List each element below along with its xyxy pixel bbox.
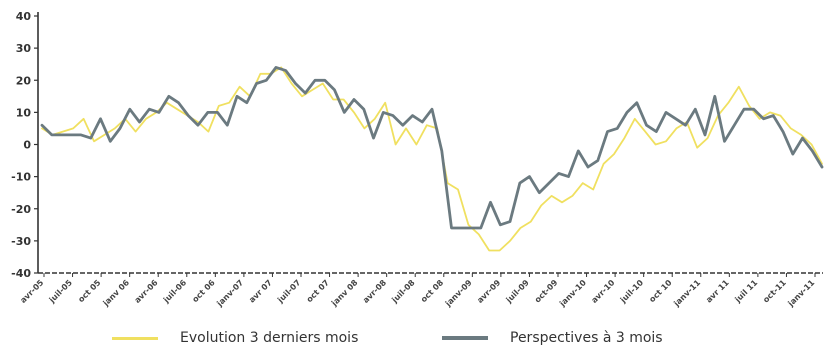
legend-swatch-evolution: [112, 336, 158, 340]
x-tick-label: juil-05: [47, 278, 74, 305]
legend-swatch-perspectives: [442, 336, 488, 340]
y-tick-label: 40: [16, 10, 32, 23]
y-tick-label: -20: [11, 203, 31, 216]
x-tick-label: avr-08: [361, 278, 388, 305]
legend: Evolution 3 derniers mois Perspectives à…: [0, 330, 831, 350]
x-tick-label: oct 05: [76, 278, 102, 304]
x-tick-label: janv-10: [557, 278, 588, 309]
series-lines: [40, 66, 824, 252]
y-tick-label: 10: [16, 106, 32, 119]
x-tick-label: avr-06: [133, 278, 160, 305]
legend-item-perspectives: Perspectives à 3 mois: [442, 330, 663, 346]
x-tick-label: janv 08: [329, 278, 360, 309]
x-tick-label: janv-11: [671, 278, 702, 309]
x-tick-label: juil 11: [733, 278, 760, 305]
x-tick-label: janv-07: [215, 278, 246, 309]
x-tick-label: juil-06: [161, 278, 188, 305]
legend-label-perspectives: Perspectives à 3 mois: [510, 330, 663, 346]
x-tick-label: oct 06: [191, 278, 217, 304]
y-tick-label: 20: [16, 74, 32, 87]
legend-item-evolution: Evolution 3 derniers mois: [112, 330, 358, 346]
x-tick-label: janv-09: [443, 278, 474, 309]
x-tick-label: janv-11: [786, 278, 817, 309]
y-axis: 40 30 20 10 0 -10 -20 -30 -40: [11, 10, 39, 280]
series-line-perspectives: [40, 66, 824, 230]
x-tick-label: avr 07: [247, 278, 274, 305]
x-tick-label: avr-05: [19, 278, 46, 305]
x-tick-label: oct 08: [419, 278, 445, 304]
x-tick-label: avr-09: [475, 278, 502, 305]
x-tick-label: oct 10: [647, 278, 673, 304]
series-line-evolution: [41, 66, 823, 252]
y-tick-label: -30: [11, 235, 31, 248]
y-tick-label: 0: [23, 139, 31, 152]
x-tick-label: janv 06: [101, 278, 132, 309]
y-tick-label: -40: [11, 267, 31, 280]
x-tick-label: avr 11: [704, 278, 731, 305]
x-tick-label: avr-10: [590, 278, 617, 305]
x-tick-label: juil-08: [390, 278, 417, 305]
x-tick-label: oct-09: [533, 278, 560, 305]
x-tick-label: oct 07: [305, 278, 331, 304]
x-tick-label: juil-09: [504, 278, 531, 305]
legend-label-evolution: Evolution 3 derniers mois: [180, 330, 359, 346]
y-tick-label: 30: [16, 42, 32, 55]
x-tick-label: oct-11: [761, 278, 788, 305]
x-tick-label: juil-10: [618, 278, 645, 305]
x-tick-label: juil-07: [275, 278, 302, 305]
y-tick-label: -10: [11, 171, 31, 184]
